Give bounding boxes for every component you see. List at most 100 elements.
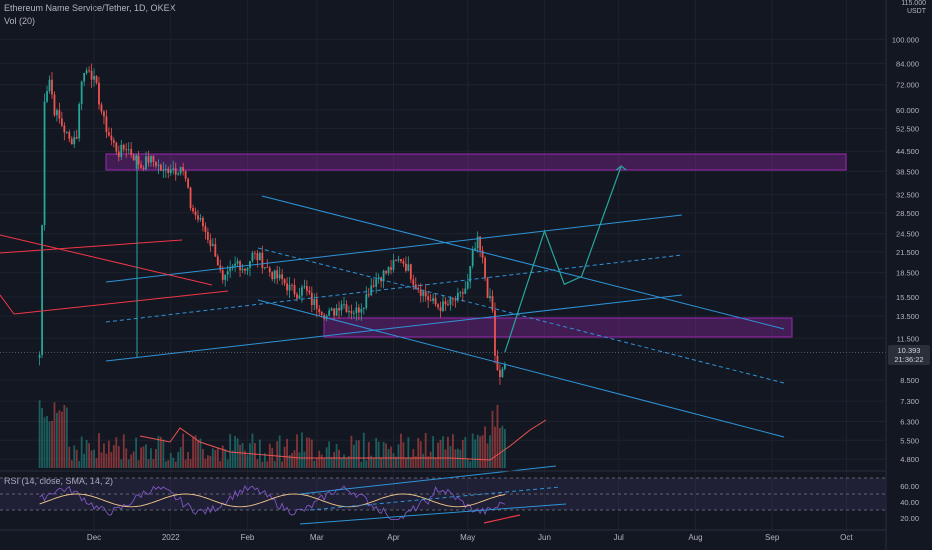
candle-body bbox=[60, 118, 63, 126]
volume-bar bbox=[159, 436, 162, 468]
candle-body bbox=[365, 294, 368, 308]
candle-body bbox=[182, 167, 185, 172]
candle-body bbox=[83, 73, 86, 82]
volume-bar bbox=[320, 454, 323, 468]
candle-body bbox=[164, 168, 167, 170]
candle-body bbox=[234, 263, 237, 266]
candle-body bbox=[249, 260, 251, 268]
candle-body bbox=[494, 310, 496, 356]
candle-body bbox=[298, 295, 301, 299]
volume-bar bbox=[481, 435, 484, 468]
candle-body bbox=[437, 304, 439, 308]
volume-bar bbox=[206, 455, 209, 468]
projection-path bbox=[504, 165, 622, 353]
volume-bar bbox=[434, 457, 437, 468]
candle-body bbox=[484, 257, 486, 278]
candle-body bbox=[499, 370, 501, 378]
rsi-divergence-line bbox=[483, 514, 521, 524]
candle-body bbox=[491, 296, 494, 311]
volume-bar bbox=[130, 454, 133, 468]
x-tick-label: Feb bbox=[241, 533, 255, 542]
candle-body bbox=[313, 299, 316, 305]
volume-bar bbox=[348, 456, 350, 468]
volume-bar bbox=[194, 435, 197, 468]
volume-bar bbox=[382, 441, 385, 468]
volume-bar bbox=[407, 437, 410, 468]
volume-bar bbox=[209, 455, 212, 468]
resistance-zone bbox=[105, 153, 847, 171]
volume-bar bbox=[404, 457, 407, 468]
candle-body bbox=[419, 289, 422, 296]
candle-body bbox=[328, 310, 331, 316]
descending-channel-lower bbox=[257, 299, 785, 438]
candle-body bbox=[461, 292, 464, 294]
candle-body bbox=[360, 308, 363, 313]
candle-body bbox=[157, 164, 160, 166]
volume-bar bbox=[256, 459, 259, 468]
volume-bar bbox=[174, 461, 177, 468]
y-tick-label: 44.500 bbox=[896, 147, 919, 156]
candle-body bbox=[479, 236, 482, 251]
candle-body bbox=[137, 155, 140, 165]
y-tick-label: 52.500 bbox=[896, 124, 919, 133]
chart-symbol-title: Ethereum Name Service/Tether, 1D, OKEX bbox=[4, 3, 176, 13]
volume-bar bbox=[350, 435, 353, 468]
rsi-indicator-label[interactable]: RSI (14, close, SMA, 14, 2) bbox=[4, 476, 114, 486]
candle-body bbox=[286, 283, 288, 291]
volume-bar bbox=[172, 457, 175, 468]
volume-bar bbox=[464, 437, 467, 468]
candle-body bbox=[422, 291, 425, 296]
candle-body bbox=[409, 264, 412, 280]
candle-body bbox=[174, 168, 177, 175]
candle-body bbox=[56, 110, 58, 116]
candle-body bbox=[400, 258, 402, 262]
volume-bar bbox=[216, 448, 219, 468]
candle-body bbox=[427, 296, 430, 301]
volume-bar bbox=[93, 449, 95, 468]
volume-bar bbox=[60, 411, 63, 468]
volume-bar bbox=[273, 461, 276, 468]
ascending-channel-upper bbox=[105, 214, 683, 283]
volume-indicator-label[interactable]: Vol (20) bbox=[4, 16, 36, 26]
candle-body bbox=[70, 138, 73, 145]
volume-bar bbox=[251, 433, 254, 468]
volume-bar bbox=[397, 444, 400, 468]
candle-body bbox=[209, 239, 212, 246]
volume-bar bbox=[466, 458, 469, 468]
candle-body bbox=[159, 164, 162, 171]
volume-bar bbox=[78, 461, 81, 468]
candle-body bbox=[122, 144, 125, 150]
rsi-ma-line bbox=[39, 493, 505, 508]
candle-body bbox=[466, 281, 469, 289]
candle-body bbox=[392, 260, 395, 270]
volume-bar bbox=[402, 442, 405, 468]
candle-body bbox=[385, 270, 387, 274]
volume-bar bbox=[432, 436, 435, 468]
volume-bar bbox=[192, 437, 194, 468]
volume-bar bbox=[103, 443, 105, 468]
candle-body bbox=[432, 298, 435, 302]
candle-body bbox=[263, 267, 266, 269]
y-tick-label: 7.300 bbox=[900, 397, 919, 406]
volume-bar bbox=[231, 450, 234, 468]
volume-bar bbox=[365, 460, 368, 468]
volume-bar bbox=[56, 412, 58, 468]
candle-body bbox=[95, 75, 98, 83]
volume-bar bbox=[444, 449, 447, 468]
volume-bar bbox=[283, 446, 286, 468]
volume-bar bbox=[51, 420, 53, 468]
candle-body bbox=[444, 301, 447, 305]
y-tick-label: 15.500 bbox=[896, 293, 919, 302]
volume-bar bbox=[499, 428, 501, 468]
candle-body bbox=[382, 270, 385, 282]
candle-body bbox=[88, 70, 90, 72]
candle-body bbox=[117, 151, 120, 157]
volume-bar bbox=[387, 449, 390, 468]
candle-body bbox=[288, 284, 291, 291]
candle-body bbox=[80, 81, 83, 105]
rsi-tick-label: 40.00 bbox=[900, 498, 919, 507]
candle-body bbox=[65, 131, 68, 133]
volume-bar bbox=[189, 458, 192, 468]
volume-bar bbox=[155, 449, 157, 468]
